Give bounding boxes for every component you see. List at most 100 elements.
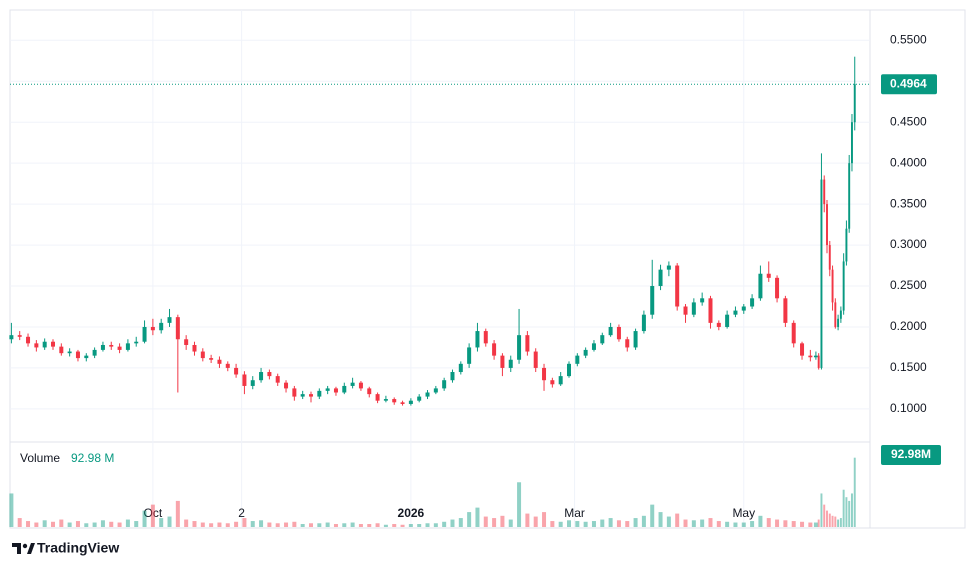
candle-body [831, 269, 834, 303]
candle-body [492, 343, 497, 356]
volume-bar [675, 513, 680, 527]
volume-bar [625, 521, 630, 527]
volume-bar [700, 519, 705, 527]
candle-body [234, 367, 239, 375]
candle-body [517, 335, 522, 360]
volume-bar [9, 493, 14, 527]
volume-bar [834, 516, 837, 527]
last-price-label: 0.4964 [890, 76, 927, 90]
candle-body [250, 380, 255, 386]
volume-bar [142, 510, 147, 527]
volume-bar [741, 522, 746, 527]
candle-body [575, 355, 580, 364]
volume-bar [842, 489, 845, 527]
candle-body [750, 298, 755, 307]
volume-bar [192, 521, 197, 527]
volume-bar [217, 522, 222, 527]
volume-bar [159, 518, 164, 527]
candle-body [834, 302, 837, 327]
volume-bar [633, 518, 638, 527]
candle-body [433, 388, 438, 393]
candle-body [616, 326, 621, 340]
volume-bar [51, 521, 55, 527]
volume-bar [775, 519, 780, 527]
candle-body [853, 84, 856, 123]
volume-bar [508, 519, 513, 527]
candle-body [791, 322, 796, 344]
candle-body [200, 351, 205, 359]
y-tick-label: 0.1500 [890, 360, 927, 374]
candle-body [117, 346, 122, 350]
candle-body [775, 277, 780, 299]
volume-bar [808, 522, 813, 527]
volume-bar [558, 521, 563, 527]
candle-body [500, 355, 505, 368]
candle-body [217, 359, 222, 364]
volume-bar [848, 500, 851, 527]
volume-bar [853, 457, 856, 527]
volume-bar [167, 516, 172, 527]
candle-body [813, 355, 818, 358]
volume-bar [150, 504, 155, 527]
volume-bar [591, 521, 596, 527]
candle-body [567, 363, 571, 377]
candle-body [17, 335, 22, 337]
candle-body [150, 326, 155, 331]
candle-body [92, 349, 97, 356]
candle-body [467, 347, 472, 364]
volume-bar [100, 520, 105, 527]
candle-body [109, 344, 114, 347]
candle-body [358, 382, 363, 389]
volume-bar [800, 521, 805, 527]
candle-body [417, 396, 422, 401]
candle-body [508, 359, 513, 368]
candle-body [758, 273, 763, 299]
candle-body [184, 339, 189, 345]
candle-body [292, 388, 297, 397]
candle-body [34, 343, 39, 348]
volume-bar [292, 521, 297, 527]
candle-body [733, 310, 738, 315]
volume-bar [583, 521, 588, 527]
candle-body [850, 122, 853, 164]
candle-body [26, 336, 31, 344]
candle-body [583, 349, 588, 356]
volume-bar [175, 500, 180, 527]
candle-body [259, 372, 264, 381]
candle-body [375, 394, 380, 401]
volume-bar [450, 519, 455, 527]
candle-body [134, 341, 139, 344]
volume-bar [575, 521, 580, 527]
x-tick-label: Oct [144, 506, 163, 520]
volume-bar [383, 524, 388, 527]
volume-bar [766, 518, 771, 527]
volume-bar [84, 523, 89, 527]
volume-bar [533, 516, 538, 527]
y-tick-label: 0.4000 [890, 155, 927, 169]
chart-frame [9, 9, 966, 529]
volume-bar [275, 523, 280, 527]
candle-body [708, 298, 713, 323]
volume-bar [823, 504, 826, 527]
candle-body [820, 179, 823, 368]
volume-bar [75, 521, 80, 527]
volume-bar [392, 524, 397, 527]
volume-bar [458, 518, 463, 527]
candle-body [159, 322, 164, 331]
volume-bar [92, 522, 97, 527]
volume-bar [425, 523, 430, 527]
volume-bar [525, 513, 530, 527]
candle-body [641, 314, 646, 332]
y-tick-label: 0.3500 [890, 196, 927, 210]
volume-bar [358, 524, 363, 527]
volume-bar [375, 523, 380, 527]
volume-bar [317, 523, 322, 527]
candle-body [525, 335, 530, 352]
volume-bar [250, 521, 255, 527]
candle-body [808, 355, 813, 358]
volume-bar [475, 507, 480, 527]
candle-body [84, 355, 89, 359]
volume-bar [500, 515, 505, 527]
volume-bar [492, 518, 497, 527]
volume-bar [608, 518, 613, 527]
